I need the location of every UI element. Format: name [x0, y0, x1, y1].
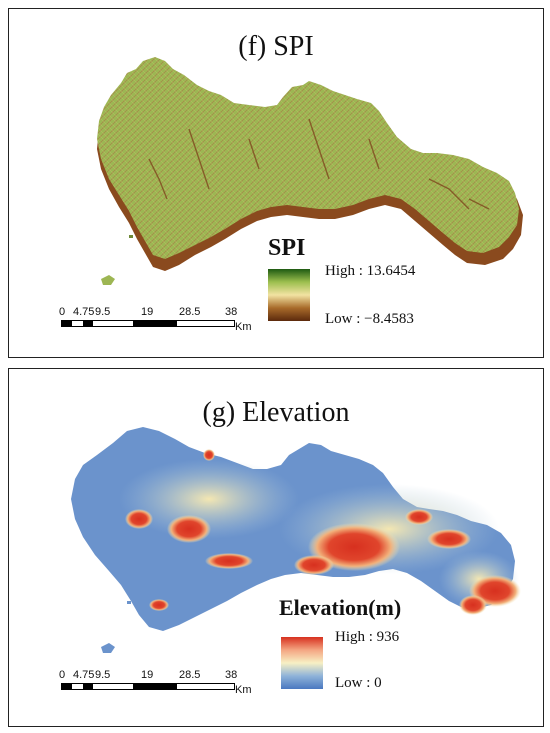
scale-tick-38: 38 [225, 669, 238, 681]
scale-unit: Km [235, 684, 252, 696]
elevation-island-2 [127, 601, 131, 604]
scale-tick-9-5: 9.5 [95, 669, 111, 681]
elevation-peak-7 [427, 529, 471, 549]
elevation-peak-6 [405, 509, 433, 525]
spi-legend-colorbar [268, 269, 310, 321]
scale-tick-4-75: 4.75 [73, 669, 95, 681]
elevation-panel-title: (g) Elevation [202, 397, 350, 428]
spi-island-1 [101, 275, 115, 285]
elevation-peak-9 [459, 595, 487, 615]
elevation-legend-colorbar [281, 637, 323, 689]
elevation-legend-title: Elevation(m) [279, 595, 402, 620]
elevation-legend-high: High : 936 [335, 629, 400, 645]
spi-legend-low: Low : −8.4583 [325, 311, 414, 327]
scale-tick-0: 0 [59, 306, 66, 318]
scale-tick-28-5: 28.5 [179, 669, 201, 681]
elevation-peak-10 [149, 599, 169, 611]
elevation-peak-1 [167, 515, 211, 543]
spi-island-2 [129, 235, 133, 238]
spi-legend-title: SPI [268, 235, 306, 261]
spi-land [97, 57, 519, 259]
spi-map [97, 57, 523, 285]
scale-tick-19: 19 [141, 306, 154, 318]
elevation-peak-11 [203, 449, 215, 461]
scale-tick-28-5: 28.5 [179, 306, 201, 318]
spi-panel: (f) SPI SPI High : 13.6454 Low : [8, 8, 544, 358]
elevation-panel: (g) Elevation [8, 368, 544, 727]
spi-scalebar: 0 4.75 9.5 19 28.5 38 Km [49, 306, 252, 336]
elevation-scalebar: 0 4.75 9.5 19 28.5 38 Km [49, 669, 252, 699]
elevation-peak-5 [294, 555, 334, 575]
scale-tick-0: 0 [59, 669, 66, 681]
scale-tick-19: 19 [141, 669, 154, 681]
elevation-legend-low: Low : 0 [335, 675, 382, 691]
scale-tick-4-75: 4.75 [73, 306, 95, 318]
elevation-peak-2 [125, 509, 153, 529]
elevation-peak-4 [308, 523, 400, 571]
scale-tick-9-5: 9.5 [95, 306, 111, 318]
scale-bar-graphic [61, 683, 235, 690]
elevation-highland-1 [119, 459, 299, 539]
spi-channels [148, 118, 490, 210]
elevation-island-1 [101, 643, 115, 653]
scale-unit: Km [235, 321, 252, 333]
spi-legend-high: High : 13.6454 [325, 263, 416, 279]
scale-bar-graphic [61, 320, 235, 327]
spi-panel-title: (f) SPI [238, 31, 314, 62]
scale-tick-38: 38 [225, 306, 238, 318]
elevation-peak-3 [205, 553, 253, 569]
elevation-map [71, 427, 521, 653]
